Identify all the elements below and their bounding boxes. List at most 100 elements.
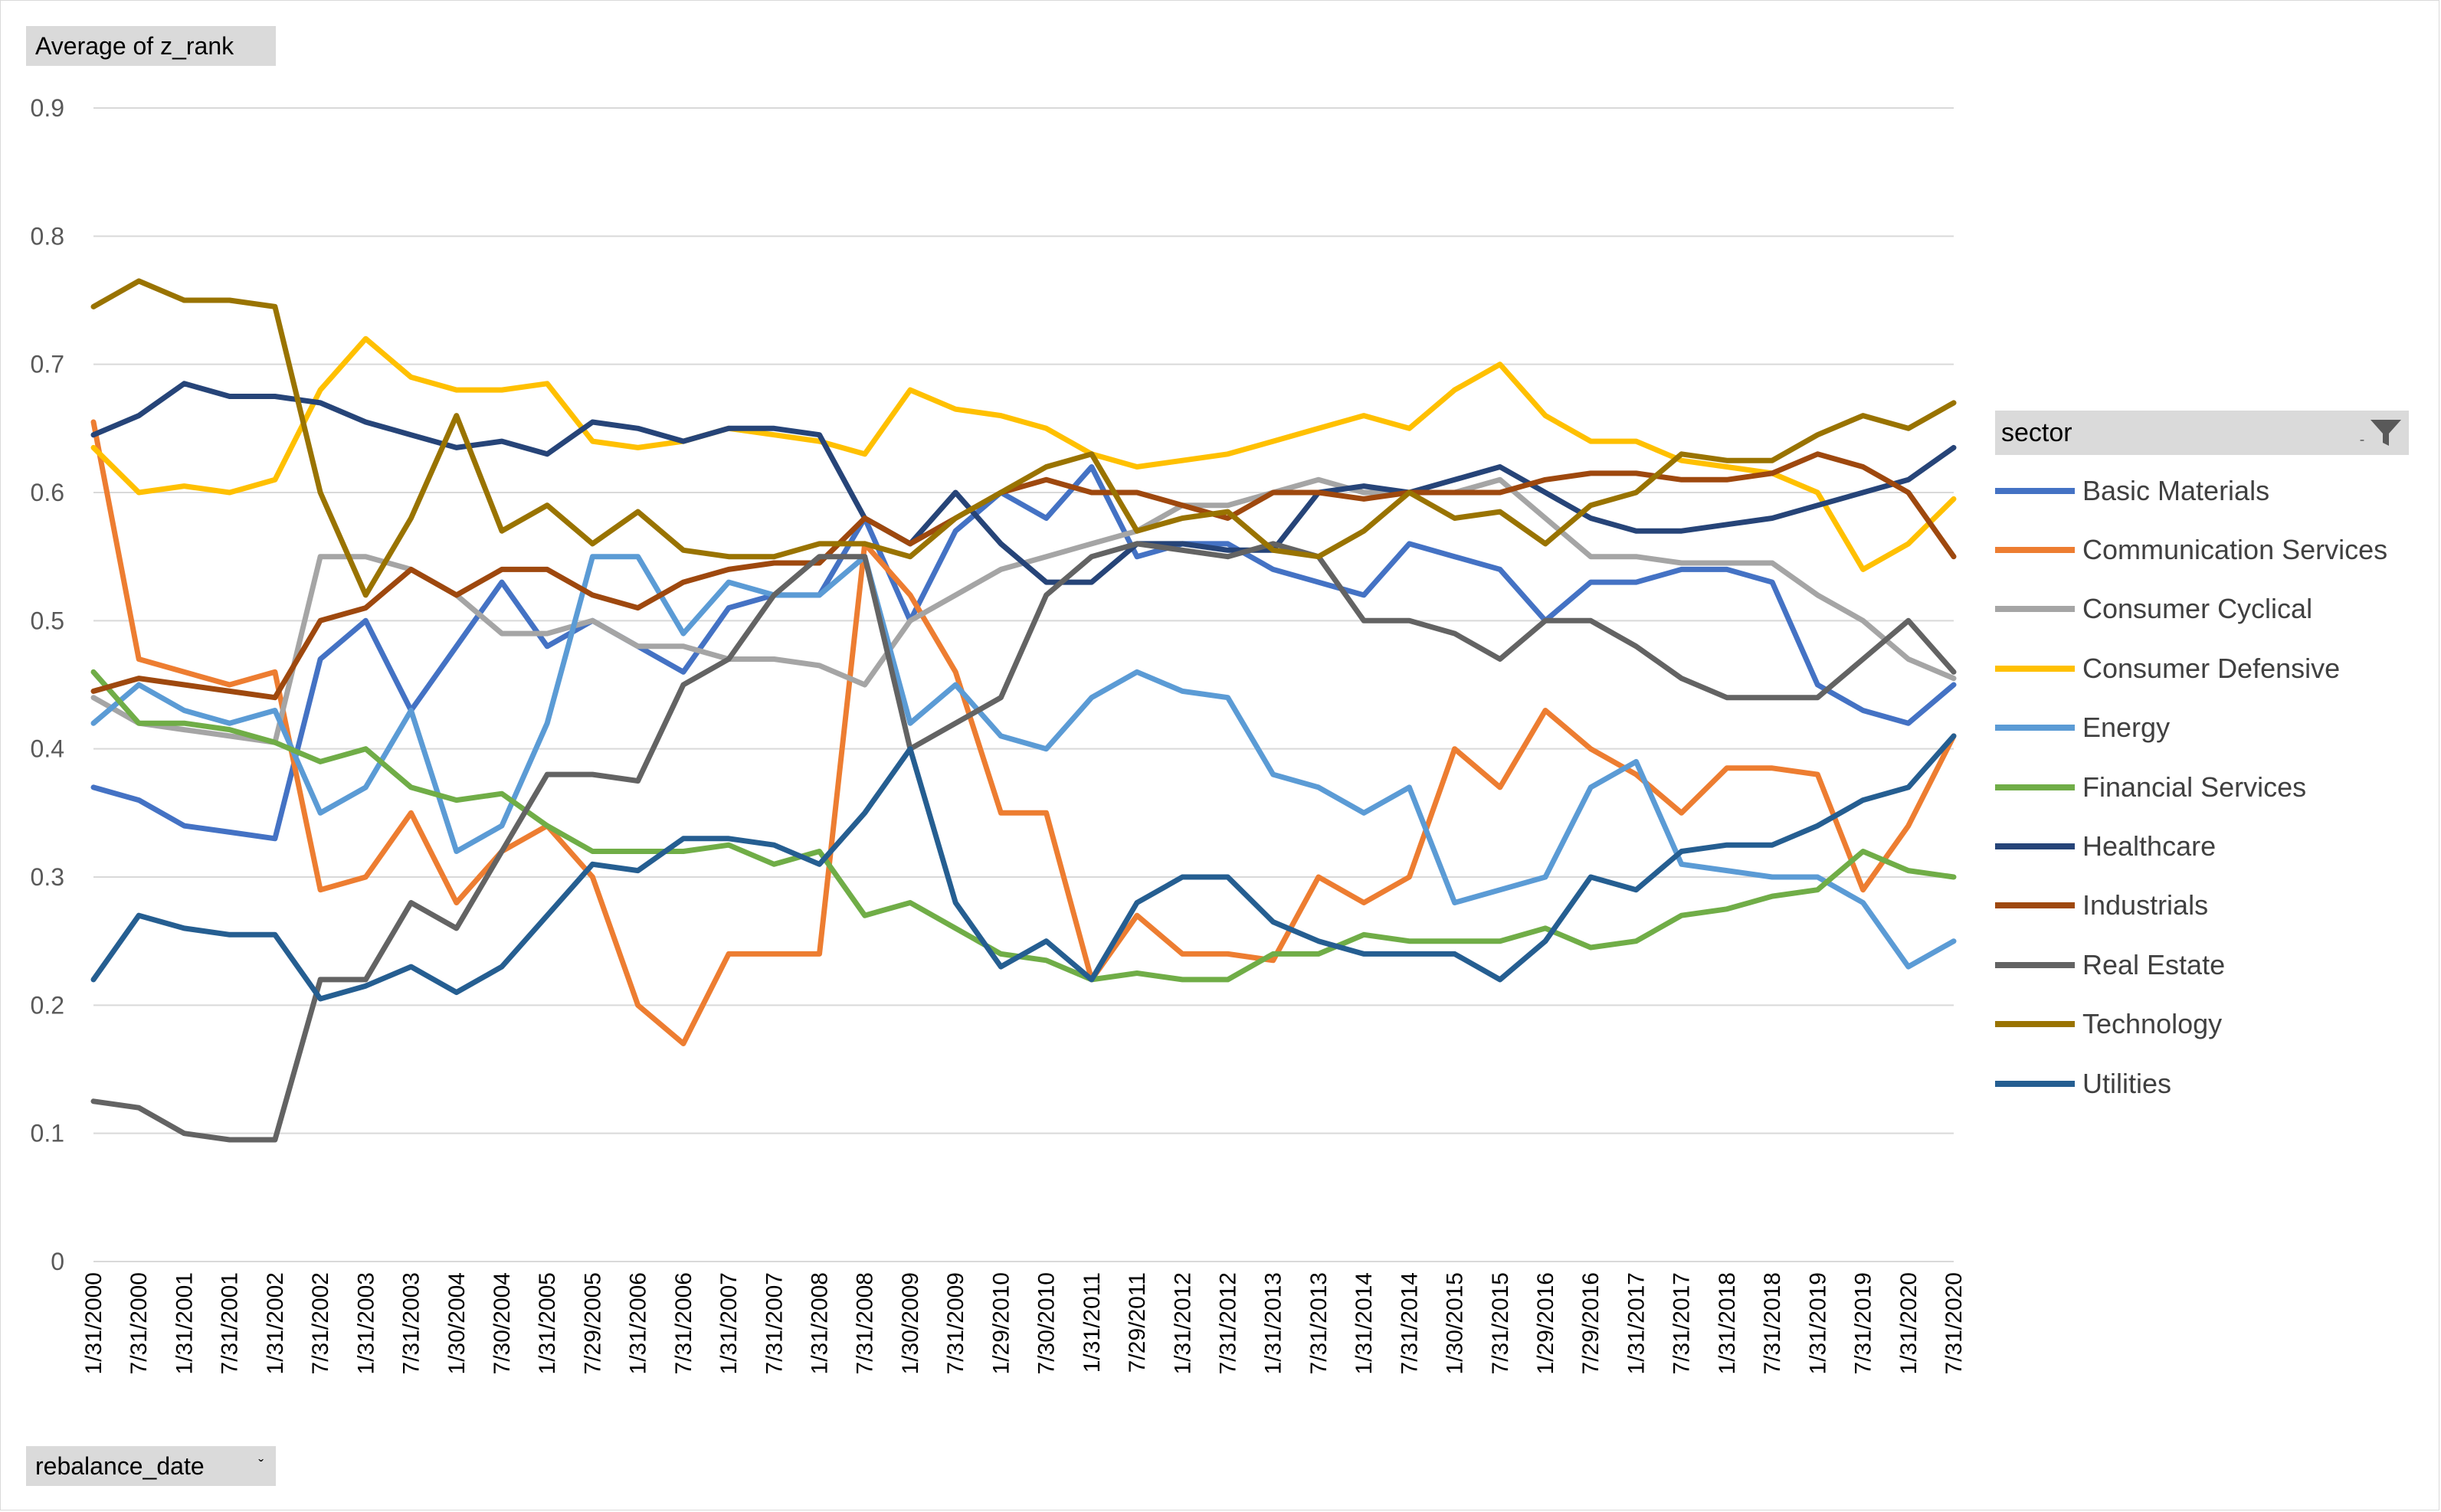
x-tick-label: 7/31/2002 xyxy=(308,1272,333,1374)
legend-item[interactable]: Consumer Defensive xyxy=(1995,639,2387,698)
legend-item[interactable]: Industrials xyxy=(1995,876,2387,935)
x-tick-label: 7/31/2000 xyxy=(126,1272,152,1374)
legend-swatch xyxy=(1995,902,2075,909)
x-tick-label: 1/31/2006 xyxy=(626,1272,651,1374)
legend-title: sector xyxy=(2001,418,2072,447)
legend-label: Financial Services xyxy=(2082,771,2307,803)
value-field-label: Average of z_rank xyxy=(35,32,234,60)
series-lines xyxy=(90,278,1957,1143)
legend-item[interactable]: Basic Materials xyxy=(1995,461,2387,520)
x-tick-label: 7/31/2009 xyxy=(943,1272,968,1374)
x-tick-label: 1/29/2016 xyxy=(1533,1272,1558,1374)
x-tick-label: 1/31/2002 xyxy=(263,1272,288,1374)
x-tick-label: 7/29/2011 xyxy=(1125,1272,1150,1373)
legend-label: Real Estate xyxy=(2082,948,2226,980)
series-line[interactable] xyxy=(90,419,1957,1046)
series-line[interactable] xyxy=(90,335,1957,572)
chevron-down-icon: ˍ xyxy=(2360,427,2364,442)
series-line[interactable] xyxy=(90,278,1957,598)
y-tick-label: 0.2 xyxy=(31,991,64,1019)
legend-swatch xyxy=(1995,606,2075,613)
x-tick-label: 7/31/2020 xyxy=(1941,1272,1967,1374)
x-tick-label: 7/29/2005 xyxy=(580,1272,605,1374)
legend-item[interactable]: Real Estate xyxy=(1995,935,2387,994)
legend-swatch xyxy=(1995,1021,2075,1028)
x-tick-label: 7/29/2016 xyxy=(1578,1272,1604,1374)
x-tick-label: 7/31/2015 xyxy=(1488,1272,1513,1374)
legend-item[interactable]: Utilities xyxy=(1995,1054,2387,1113)
legend-item[interactable]: Energy xyxy=(1995,699,2387,758)
series-line[interactable] xyxy=(90,476,1957,745)
series-line[interactable] xyxy=(90,733,1957,1002)
legend-item[interactable]: Consumer Cyclical xyxy=(1995,580,2387,639)
x-tick-label: 1/29/2010 xyxy=(988,1272,1014,1374)
y-tick-label: 0.8 xyxy=(31,222,64,250)
legend-label: Consumer Cyclical xyxy=(2082,593,2313,625)
x-tick-label: 1/31/2007 xyxy=(716,1272,742,1374)
series-line[interactable] xyxy=(90,669,1957,983)
legend-item[interactable]: Healthcare xyxy=(1995,817,2387,875)
y-tick-label: 0 xyxy=(51,1248,64,1275)
legend-label: Technology xyxy=(2082,1008,2223,1040)
legend-swatch xyxy=(1995,547,2075,554)
x-tick-label: 7/30/2010 xyxy=(1034,1272,1060,1374)
x-tick-label: 7/31/2003 xyxy=(399,1272,424,1374)
legend-item[interactable]: Financial Services xyxy=(1995,758,2387,817)
y-tick-label: 0.1 xyxy=(31,1120,64,1147)
x-tick-label: 1/31/2013 xyxy=(1261,1272,1286,1374)
legend-label: Industrials xyxy=(2082,889,2209,921)
legend-item[interactable]: Communication Services xyxy=(1995,520,2387,579)
legend-label: Energy xyxy=(2082,712,2171,744)
y-tick-label: 0.4 xyxy=(31,735,64,763)
x-tick-label: 7/31/2006 xyxy=(671,1272,696,1374)
x-tick-label: 7/31/2007 xyxy=(762,1272,787,1374)
x-tick-label: 1/31/2000 xyxy=(81,1272,106,1374)
y-tick-label: 0.7 xyxy=(31,351,64,378)
x-tick-label: 7/31/2019 xyxy=(1851,1272,1876,1374)
legend-swatch xyxy=(1995,784,2075,790)
legend-item[interactable]: Technology xyxy=(1995,995,2387,1054)
x-tick-label: 1/31/2011 xyxy=(1080,1272,1105,1373)
legend-swatch xyxy=(1995,665,2075,672)
y-tick-label: 0.9 xyxy=(31,94,64,122)
legend-filter-button[interactable]: sector ˍ xyxy=(1995,411,2409,455)
series-line[interactable] xyxy=(90,464,1957,842)
x-tick-label: 7/31/2012 xyxy=(1215,1272,1240,1374)
y-axis-ticks: 0 0.1 0.2 0.3 0.4 0.5 0.6 0.7 0.8 0.9 xyxy=(31,94,64,1275)
axis-field-button[interactable]: rebalance_date ˇ xyxy=(26,1446,276,1486)
x-axis-ticks: 1/31/2000 7/31/2000 1/31/2001 7/31/2001 1/31… xyxy=(81,1272,1967,1374)
x-tick-label: 1/31/2018 xyxy=(1715,1272,1740,1374)
legend-swatch xyxy=(1995,487,2075,494)
legend: Basic Materials Communication Services Con… xyxy=(1995,461,2387,1113)
filter-icon[interactable] xyxy=(2369,417,2403,449)
x-tick-label: 1/31/2001 xyxy=(172,1272,197,1374)
value-field-button[interactable]: Average of z_rank xyxy=(26,26,276,66)
x-tick-label: 7/31/2008 xyxy=(853,1272,878,1374)
axis-field-label: rebalance_date xyxy=(35,1452,205,1480)
x-tick-label: 1/31/2019 xyxy=(1805,1272,1830,1374)
x-tick-label: 1/30/2004 xyxy=(444,1272,470,1374)
x-tick-label: 7/30/2004 xyxy=(490,1272,515,1374)
x-tick-label: 1/30/2009 xyxy=(898,1272,923,1374)
legend-swatch xyxy=(1995,725,2075,731)
series-line[interactable] xyxy=(90,554,1957,970)
x-tick-label: 7/31/2017 xyxy=(1669,1272,1695,1374)
series-line[interactable] xyxy=(90,451,1957,701)
series-line[interactable] xyxy=(90,541,1957,1143)
x-tick-label: 7/31/2001 xyxy=(218,1272,243,1374)
x-tick-label: 1/31/2020 xyxy=(1896,1272,1922,1374)
x-tick-label: 1/31/2005 xyxy=(535,1272,560,1374)
legend-label: Utilities xyxy=(2082,1067,2172,1099)
y-tick-label: 0.5 xyxy=(31,607,64,634)
legend-label: Communication Services xyxy=(2082,534,2388,566)
legend-label: Consumer Defensive xyxy=(2082,652,2341,684)
x-tick-label: 1/31/2014 xyxy=(1352,1272,1377,1374)
legend-swatch xyxy=(1995,961,2075,968)
series-line[interactable] xyxy=(90,381,1957,585)
y-tick-label: 0.6 xyxy=(31,479,64,506)
x-tick-label: 1/31/2012 xyxy=(1170,1272,1195,1374)
x-tick-label: 1/31/2017 xyxy=(1624,1272,1649,1374)
x-tick-label: 1/31/2008 xyxy=(808,1272,833,1374)
x-tick-label: 1/31/2003 xyxy=(353,1272,378,1374)
